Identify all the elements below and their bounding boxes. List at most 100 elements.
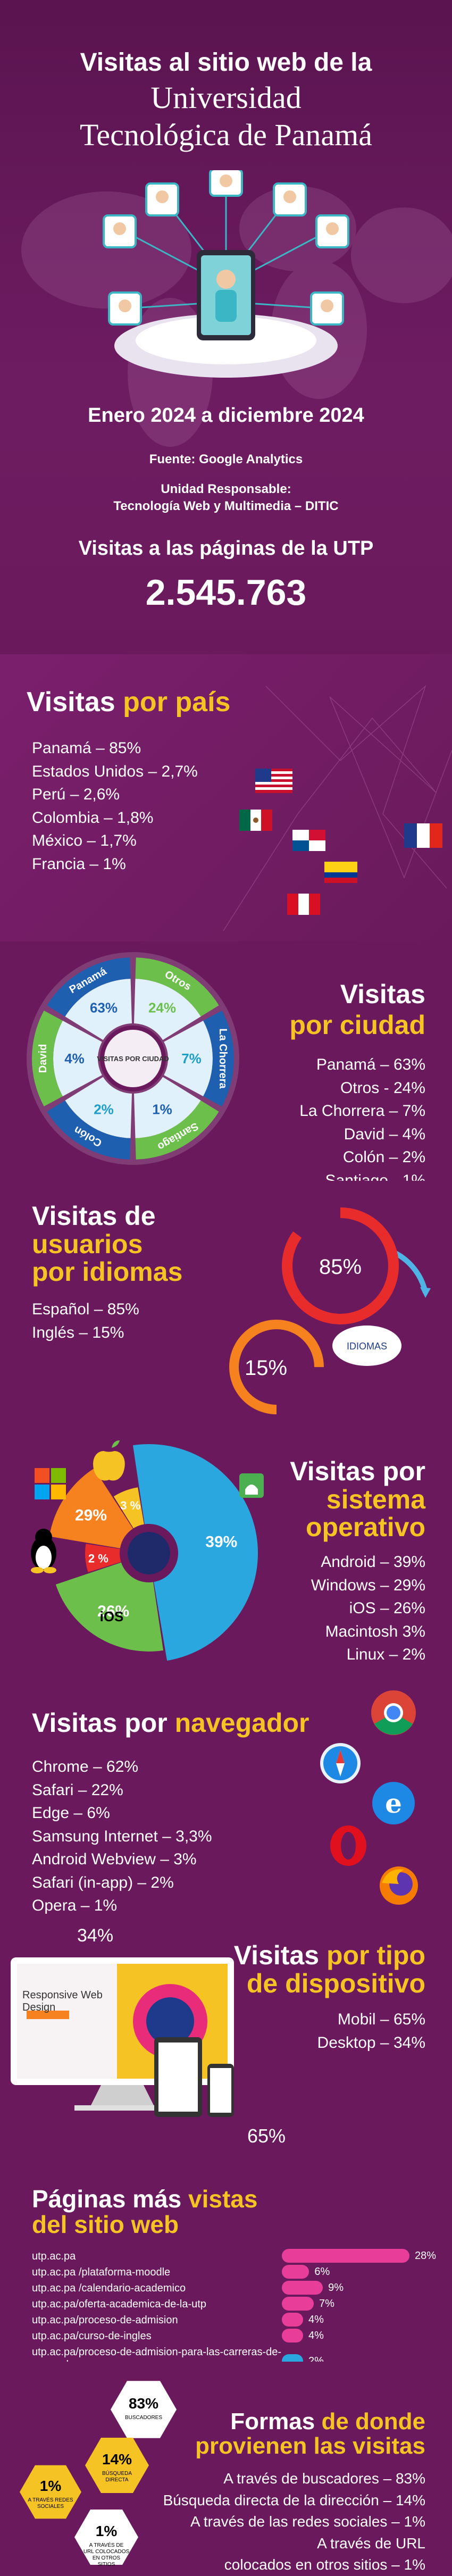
source-hex-value: 83% xyxy=(129,2395,158,2412)
list-item: La Chorrera – 7% xyxy=(299,1102,425,1120)
country-title: Visitas por país xyxy=(27,687,231,718)
france-flag-icon xyxy=(404,823,442,848)
list-item: Edge – 6% xyxy=(32,1804,110,1822)
page-url-label[interactable]: utp.ac.pa xyxy=(32,2250,76,2262)
list-item: Opera – 1% xyxy=(32,1897,118,1914)
browser-title: Visitas por navegador xyxy=(32,1708,309,1738)
list-item: A través de URL xyxy=(317,2535,425,2552)
city-list: Panamá – 63% Otros - 24% La Chorrera – 7… xyxy=(299,1053,425,1181)
list-item: Android Webview – 3% xyxy=(32,1850,197,1868)
city-segment xyxy=(65,1077,132,1138)
source-hex-label: BÚSQUEDA xyxy=(102,2470,132,2477)
colombia-flag-icon xyxy=(324,862,357,883)
list-item: Linux – 2% xyxy=(346,1646,425,1663)
list-item: Samsung Internet – 3,3% xyxy=(32,1827,212,1845)
os-segment xyxy=(55,1562,164,1652)
page-value-label: 2% xyxy=(308,2355,324,2362)
english-value: 15% xyxy=(245,1356,287,1380)
opera-icon xyxy=(330,1825,366,1866)
page-value-label: 4% xyxy=(308,2314,324,2325)
city-segment-rim xyxy=(47,1100,131,1160)
city-value-label: 24% xyxy=(148,1000,176,1016)
page-url-label[interactable]: utp.ac.pa/proceso-de-admision-para-las-c… xyxy=(32,2346,282,2362)
list-item: Windows – 29% xyxy=(311,1576,425,1594)
city-segment-rim xyxy=(135,957,219,1017)
svg-text:e: e xyxy=(385,1788,402,1819)
city-segment-rim xyxy=(31,1010,63,1107)
source-hex-label: EN OTROS xyxy=(93,2555,121,2561)
panama-flag-icon xyxy=(292,830,325,851)
chrome-icon xyxy=(371,1690,416,1735)
city-value-label: 2% xyxy=(94,1101,114,1117)
list-item: Mobil – 65% xyxy=(337,2011,425,2028)
windows-icon xyxy=(35,1468,66,1499)
os-list: Android – 39% Windows – 29% iOS – 26% Ma… xyxy=(311,1550,425,1666)
source-hex-label: A TRAVÉS REDES xyxy=(28,2496,73,2503)
android-icon xyxy=(239,1473,264,1498)
os-value-label: 26% xyxy=(97,1603,129,1620)
spanish-ring xyxy=(282,1207,399,1324)
peru-flag-icon xyxy=(287,894,320,915)
devices-illustration xyxy=(11,1957,234,2117)
mobile-percentage: 65% xyxy=(247,2125,286,2147)
page-bar xyxy=(282,2281,323,2295)
source-hex-label: SITIOS xyxy=(98,2562,115,2567)
os-section: 39% 26% 2 % 29% 3 % iOS Visitas por sistema o… xyxy=(0,1431,452,1681)
source-hexagon xyxy=(85,2438,149,2493)
english-ring xyxy=(229,1320,324,1414)
list-item: Estados Unidos – 2,7% xyxy=(32,762,198,780)
city-value-label: 63% xyxy=(90,1000,118,1016)
pages-title: Páginas más vistas del sitio web xyxy=(32,2186,258,2239)
mexico-flag-icon xyxy=(239,810,272,831)
list-item: Francia – 1% xyxy=(32,855,126,873)
language-center-label: IDIOMAS xyxy=(347,1341,387,1352)
list-item: Santiago - 1% xyxy=(325,1171,425,1181)
city-value-label: 7% xyxy=(181,1051,202,1066)
desktop-percentage: 34% xyxy=(77,1925,114,1946)
title-line-3: Tecnológica de Panamá xyxy=(80,118,372,152)
page-url-label[interactable]: utp.ac.pa /calendario-academico xyxy=(32,2282,186,2294)
page-url-label[interactable]: utp.ac.pa /plataforma-moodle xyxy=(32,2266,171,2278)
visits-total: 2.545.763 xyxy=(145,572,307,613)
responsive-screen-title: Responsive Web Design xyxy=(22,1989,103,2013)
sources-section: 83% BUSCADORES 14% BÚSQUEDA DIRECTA 1% A TRAVÉ… xyxy=(0,2362,452,2576)
os-value-label: 2 % xyxy=(88,1552,108,1565)
list-item: A través de las redes sociales – 1% xyxy=(190,2513,425,2530)
os-donut-chart: 39% 26% 2 % 29% 3 % iOS xyxy=(31,1440,264,1661)
country-list: Panamá – 85% Estados Unidos – 2,7% Perú … xyxy=(32,737,198,876)
city-center-label: VISITAS POR CIUDAD xyxy=(97,1055,169,1063)
language-ring-chart: 85% 15% IDIOMAS xyxy=(229,1207,431,1414)
edge-icon: e xyxy=(372,1782,415,1824)
unit-label: Unidad Responsable: xyxy=(161,482,291,496)
city-segment-rim xyxy=(47,957,131,1017)
list-item: Otros - 24% xyxy=(340,1079,425,1097)
country-section: Visitas por país Panamá – 85% Estados Un… xyxy=(0,654,452,941)
sources-list: A través de buscadores – 83% Búsqueda di… xyxy=(163,2468,425,2576)
visits-label: Visitas a las páginas de la UTP xyxy=(78,537,374,560)
city-segment xyxy=(164,1020,213,1097)
page-value-label: 28% xyxy=(415,2250,437,2262)
source-hexagon xyxy=(111,2381,177,2438)
list-item: colocados en otros sitios – 1% xyxy=(224,2556,425,2573)
page-bar xyxy=(282,2249,409,2263)
list-item: Safari (in-app) – 2% xyxy=(32,1873,174,1891)
page-bar xyxy=(282,2313,303,2327)
page-url-label[interactable]: utp.ac.pa/oferta-academica-de-la-utp xyxy=(32,2298,206,2310)
os-value-label: 29% xyxy=(75,1506,107,1524)
os-title: Visitas por sistema operativo xyxy=(290,1456,425,1542)
city-segment xyxy=(133,979,201,1040)
page-bar xyxy=(282,2354,303,2362)
apple-icon xyxy=(93,1440,125,1481)
list-item: Desktop – 34% xyxy=(317,2033,425,2052)
usa-flag-icon xyxy=(255,769,292,793)
page-url-label[interactable]: utp.ac.pa/curso-de-ingles xyxy=(32,2330,152,2342)
page-bar xyxy=(282,2297,314,2311)
city-segment xyxy=(133,1077,201,1138)
list-item: México – 1,7% xyxy=(32,832,137,849)
source-hexagon xyxy=(74,2510,138,2565)
source-label: Fuente: Google Analytics xyxy=(149,452,303,466)
language-list: Español – 85% Inglés – 15% xyxy=(32,1298,139,1344)
list-item: iOS – 26% xyxy=(349,1599,425,1617)
page-url-label[interactable]: utp.ac.pa/proceso-de-admision xyxy=(32,2314,178,2326)
